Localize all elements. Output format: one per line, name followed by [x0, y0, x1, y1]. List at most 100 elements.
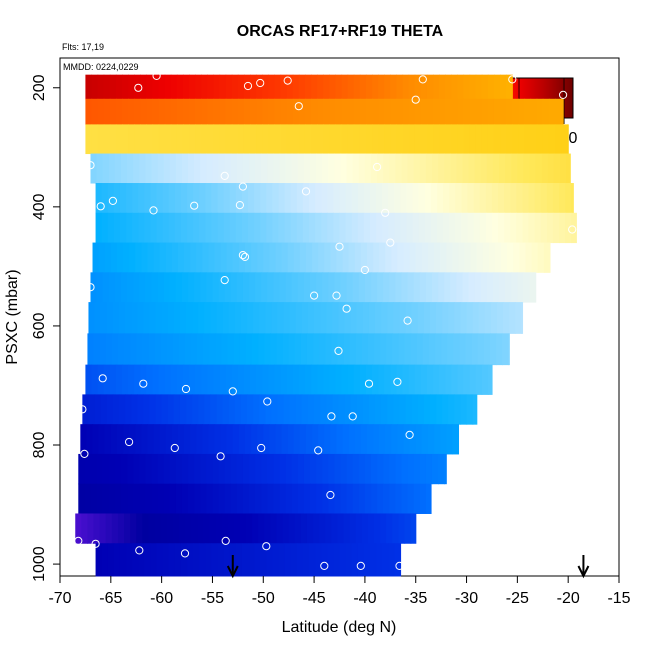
- theta-cell: [108, 272, 116, 303]
- theta-cell: [450, 272, 457, 303]
- theta-cell: [425, 153, 433, 184]
- theta-cell: [259, 394, 266, 425]
- theta-cell: [194, 153, 201, 184]
- arrow-head: [226, 565, 239, 579]
- theta-cell: [453, 333, 461, 366]
- theta-cell: [445, 124, 452, 155]
- observation-point: [96, 202, 105, 211]
- theta-cell: [239, 513, 247, 544]
- theta-cell: [201, 124, 208, 155]
- theta-cell: [500, 98, 507, 125]
- theta-cell: [267, 153, 275, 184]
- theta-cell: [427, 424, 435, 455]
- theta-cell: [165, 242, 173, 273]
- theta-cell: [230, 153, 238, 184]
- theta-cell: [546, 212, 554, 244]
- theta-cell: [227, 513, 235, 544]
- theta-cell: [139, 483, 146, 514]
- observation-point: [243, 81, 253, 91]
- theta-cell: [519, 242, 527, 273]
- theta-cell: [130, 513, 137, 544]
- theta-cell: [177, 242, 185, 273]
- theta-cell: [372, 124, 379, 155]
- theta-cell: [189, 98, 196, 125]
- theta-cell: [256, 124, 263, 155]
- theta-cell: [293, 242, 301, 273]
- theta-cell: [421, 242, 429, 273]
- theta-cell: [547, 153, 555, 184]
- theta-cell: [304, 364, 312, 395]
- theta-cell: [192, 302, 199, 334]
- theta-cell: [299, 424, 307, 455]
- theta-cell: [560, 153, 567, 184]
- theta-cell: [115, 98, 123, 125]
- theta-cell: [257, 242, 264, 273]
- theta-cell: [373, 424, 380, 455]
- theta-cell: [103, 74, 111, 100]
- theta-cell: [385, 424, 392, 455]
- theta-cell: [198, 302, 205, 334]
- theta-cell: [392, 333, 400, 366]
- theta-cell: [197, 333, 204, 366]
- theta-cell: [106, 302, 114, 334]
- theta-cell: [344, 394, 352, 425]
- observation-point: [283, 76, 292, 85]
- theta-cell: [214, 242, 222, 273]
- x-tick-label: -25: [506, 590, 529, 607]
- theta-cell: [87, 513, 95, 544]
- theta-cell: [223, 212, 231, 244]
- theta-cell: [445, 74, 452, 100]
- theta-cell: [447, 333, 454, 366]
- theta-cell: [109, 364, 117, 395]
- theta-cell: [353, 124, 361, 155]
- theta-cell: [221, 333, 229, 366]
- theta-cell: [193, 183, 200, 214]
- theta-cell: [262, 124, 269, 155]
- theta-cell: [170, 364, 178, 395]
- theta-cell: [110, 424, 118, 455]
- theta-cell: [371, 453, 378, 485]
- theta-cell: [175, 483, 183, 514]
- theta-cell: [470, 242, 478, 273]
- theta-cell: [271, 302, 279, 334]
- theta-cell: [395, 153, 403, 184]
- theta-cell: [448, 302, 455, 334]
- theta-cell: [414, 364, 422, 395]
- theta-cell: [199, 212, 206, 244]
- theta-cell: [164, 98, 172, 125]
- theta-cell: [480, 272, 488, 303]
- theta-cell: [368, 394, 376, 425]
- theta-cell: [231, 74, 239, 100]
- theta-cell: [335, 98, 343, 125]
- theta-cell: [268, 124, 276, 155]
- theta-cell: [567, 124, 569, 155]
- theta-cell: [78, 453, 85, 485]
- theta-cell: [498, 212, 505, 244]
- theta-cell: [215, 333, 223, 366]
- theta-cell: [381, 394, 388, 425]
- theta-cell: [164, 74, 172, 100]
- theta-cell: [113, 543, 121, 577]
- theta-cell: [284, 183, 292, 214]
- theta-cell: [193, 212, 200, 244]
- theta-cell: [364, 483, 372, 514]
- theta-cell: [243, 364, 251, 395]
- theta-cell: [196, 424, 203, 455]
- theta-layers: [75, 74, 577, 577]
- theta-cell: [367, 513, 375, 544]
- theta-cell: [459, 333, 467, 366]
- theta-cell: [284, 543, 292, 577]
- theta-cell: [199, 183, 206, 214]
- theta-cell: [104, 424, 112, 455]
- theta-cell: [310, 453, 317, 485]
- theta-cell: [410, 333, 418, 366]
- theta-cell: [366, 242, 374, 273]
- theta-cell: [274, 124, 282, 155]
- theta-cell: [107, 543, 115, 577]
- x-axis: -70 -65 -60 -55 -50 -45 -40 -35 -30 -25 -20 -15: [48, 576, 631, 607]
- theta-cell: [171, 242, 179, 273]
- theta-cell: [414, 124, 422, 155]
- theta-cell: [415, 424, 423, 455]
- theta-cell: [442, 302, 449, 334]
- theta-cell: [181, 272, 189, 303]
